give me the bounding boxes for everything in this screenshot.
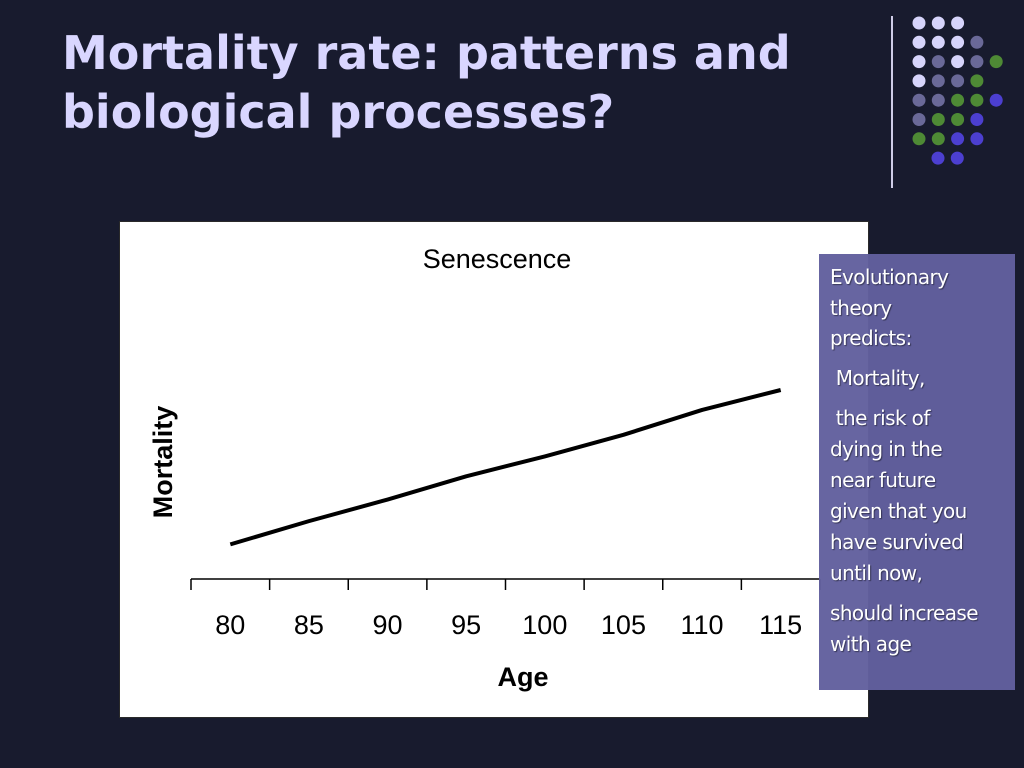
x-tick-label: 85 (294, 610, 324, 640)
decorative-dot (912, 113, 926, 126)
x-tick-label: 100 (522, 610, 567, 640)
x-axis-label: Age (497, 662, 548, 692)
decorative-dot (912, 55, 926, 69)
x-tick-label: 95 (451, 610, 481, 640)
decorative-dot (951, 35, 965, 49)
decorative-dot (931, 55, 945, 69)
chart-title: Senescence (423, 244, 572, 274)
evolutionary-theory-note: Evolutionary theory predicts: Mortality,… (819, 254, 1015, 690)
decorative-dot (951, 93, 965, 107)
decorative-dot (950, 151, 964, 165)
x-tick-label: 90 (373, 610, 403, 640)
decorative-dot (912, 16, 926, 30)
x-tick-label: 80 (215, 610, 245, 640)
slide-title-line-2: biological processes? (62, 85, 615, 139)
decorative-dot (970, 93, 984, 107)
decorative-dot (970, 132, 984, 146)
note-paragraph: Mortality, (830, 365, 926, 390)
note-paragraph: the risk of dying in the near future giv… (830, 405, 967, 585)
decorative-dot (931, 113, 945, 126)
decorative-dot (931, 93, 945, 107)
decorative-dot (912, 132, 926, 146)
slide-title-line-1: Mortality rate: patterns and (62, 26, 791, 80)
decorative-dot (912, 93, 926, 107)
decorative-dot (951, 55, 965, 69)
series-layer (229, 388, 782, 547)
x-axis-ticks (190, 579, 821, 590)
decorative-dot (951, 16, 965, 30)
chart-canvas: Senescence Mortality 80 85 90 95 100 105 110 11… (148, 244, 821, 692)
decorative-dot (970, 35, 984, 49)
note-paragraph: should increase with age (830, 600, 979, 656)
decorative-dot (970, 55, 984, 69)
decorative-dot (931, 151, 945, 165)
decorative-dot (931, 35, 945, 49)
decorative-dot (912, 74, 926, 88)
mortality-line (229, 388, 782, 547)
x-tick-labels: 80 85 90 95 100 105 110 115 (215, 610, 802, 640)
x-tick-label: 110 (681, 610, 724, 640)
decorative-dot (970, 113, 984, 126)
y-axis-label: Mortality (148, 406, 178, 519)
decorative-dot (912, 35, 926, 49)
decorative-dot (931, 74, 945, 88)
slide-title: Mortality rate: patterns and biological … (62, 24, 822, 142)
decorative-dot (989, 55, 1003, 69)
vertical-divider (891, 16, 893, 188)
mortality-chart: Senescence Mortality 80 85 90 95 100 105 110 11… (119, 221, 869, 718)
decorative-dot (970, 74, 984, 88)
x-tick-label: 115 (759, 610, 802, 640)
x-tick-label: 105 (601, 610, 646, 640)
decorative-dot (989, 93, 1003, 107)
decorative-dot (951, 113, 965, 126)
decorative-dot (931, 132, 945, 146)
note-paragraph: Evolutionary theory predicts: (830, 265, 949, 350)
decorative-dot (951, 132, 965, 146)
decorative-dot (931, 16, 945, 30)
decorative-dot (951, 74, 965, 88)
